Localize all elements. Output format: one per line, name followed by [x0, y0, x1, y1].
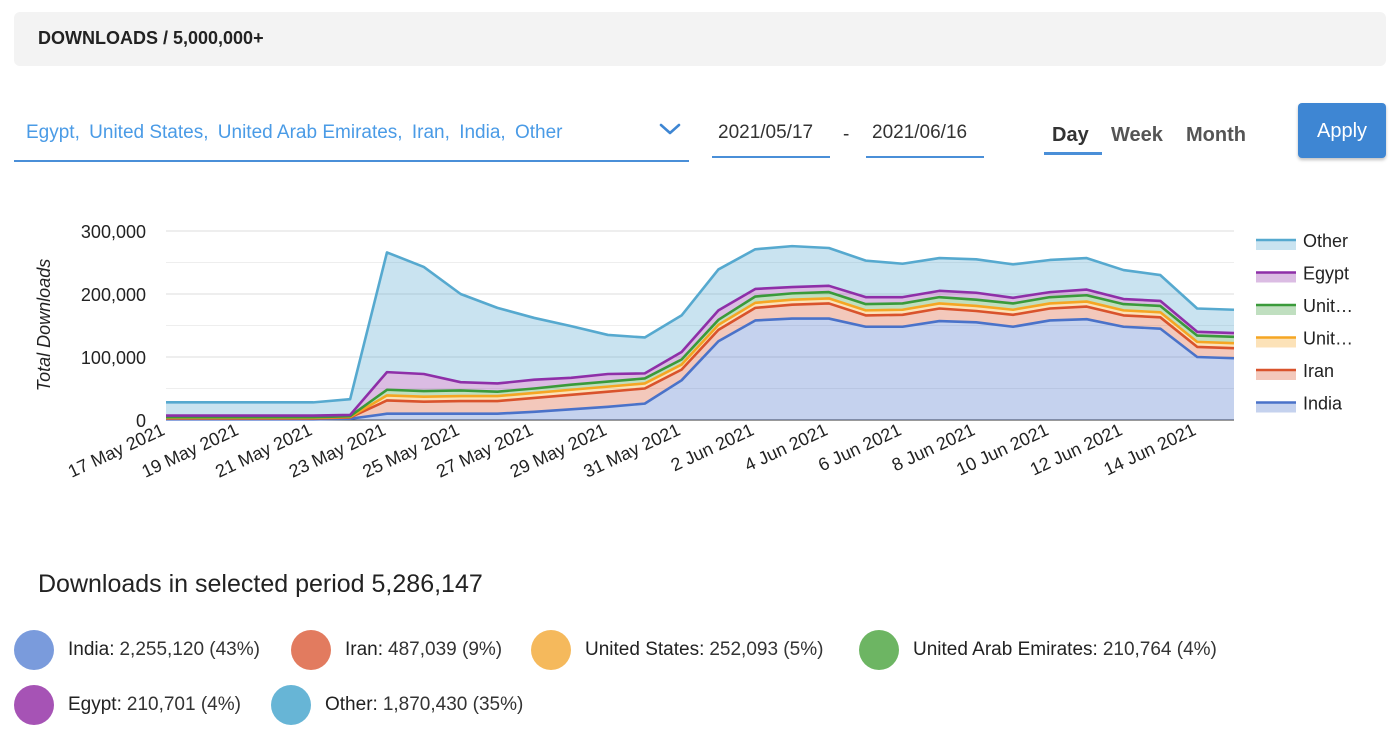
header-bar: DOWNLOADS / 5,000,000+	[14, 12, 1386, 66]
y-tick-label: 300,000	[81, 222, 146, 242]
legend-label[interactable]: Unit…	[1303, 329, 1353, 349]
y-tick-label: 200,000	[81, 285, 146, 305]
country-chip: Iran,	[411, 122, 450, 143]
page-title: DOWNLOADS / 5,000,000+	[38, 28, 264, 48]
end-date-value: 2021/06/16	[872, 122, 968, 143]
x-tick-label: 4 Jun 2021	[741, 419, 830, 475]
stat-value: 2,255,120 (43%)	[119, 639, 260, 660]
end-date-field[interactable]: 2021/06/16	[866, 106, 984, 158]
stat-egypt: Egypt: 210,701 (4%)	[14, 685, 241, 725]
area-india	[166, 318, 1234, 420]
line-egypt	[166, 284, 1235, 417]
stat-india: India: 2,255,120 (43%)	[14, 630, 260, 670]
line-united-arab-emirates	[166, 290, 1235, 419]
united-arab-emirates-dot	[859, 630, 899, 670]
stat-iran: Iran: 487,039 (9%)	[291, 630, 502, 670]
stat-country: Egypt:	[68, 694, 122, 715]
apply-button[interactable]: Apply	[1298, 103, 1386, 158]
legend-swatch	[1256, 337, 1296, 348]
period-tab-week[interactable]: Week	[1111, 124, 1163, 146]
stat-united-arab-emirates: United Arab Emirates: 210,764 (4%)	[859, 630, 1217, 670]
date-separator: -	[843, 124, 850, 145]
y-axis-label: Total Downloads	[34, 259, 54, 391]
legend-label[interactable]: Egypt	[1303, 264, 1349, 284]
egypt-dot	[14, 685, 54, 725]
legend-label[interactable]: India	[1303, 394, 1343, 414]
country-filter-dropdown[interactable]: Egypt, United States, United Arab Emirat…	[14, 106, 689, 162]
x-tick-label: 6 Jun 2021	[815, 419, 904, 475]
country-chip: Egypt,	[26, 122, 80, 143]
legend-label[interactable]: Other	[1303, 231, 1348, 251]
stat-country: United Arab Emirates:	[913, 639, 1098, 660]
legend-label[interactable]: Unit…	[1303, 296, 1353, 316]
legend-label[interactable]: Iran	[1303, 361, 1334, 381]
area-egypt	[166, 285, 1234, 418]
stat-value: 1,870,430 (35%)	[382, 694, 524, 715]
stat-value: 252,093 (5%)	[709, 639, 824, 660]
legend-swatch	[1256, 402, 1296, 413]
legend-swatch	[1256, 240, 1296, 250]
stat-value: 487,039 (9%)	[388, 639, 503, 660]
stat-country: India:	[68, 639, 115, 660]
line-other	[166, 244, 1235, 404]
legend-swatch	[1256, 305, 1296, 315]
stat-value: 210,701 (4%)	[126, 694, 241, 715]
stat-value: 210,764 (4%)	[1102, 639, 1217, 660]
period-tab-month[interactable]: Month	[1186, 124, 1246, 146]
stat-united-states: United States: 252,093 (5%)	[531, 630, 823, 670]
start-date-value: 2021/05/17	[718, 122, 814, 143]
period-total-summary: Downloads in selected period 5,286,147	[38, 570, 483, 598]
y-tick-label: 100,000	[81, 348, 146, 368]
country-chip: United States,	[89, 122, 209, 143]
y-tick-label: 0	[136, 411, 146, 431]
stat-other: Other: 1,870,430 (35%)	[271, 685, 523, 725]
india-dot	[14, 630, 54, 670]
country-chip: United Arab Emirates,	[217, 122, 403, 143]
united-states-dot	[531, 630, 571, 670]
stat-country: Iran:	[345, 639, 384, 660]
legend-swatch	[1256, 272, 1296, 283]
start-date-field[interactable]: 2021/05/17	[712, 106, 830, 158]
country-filter-values: Egypt, United States, United Arab Emirat…	[26, 122, 566, 144]
stat-country: United States:	[585, 639, 705, 660]
chevron-down-icon[interactable]	[657, 116, 683, 142]
country-chip: India,	[459, 122, 506, 143]
x-tick-label: 2 Jun 2021	[668, 419, 757, 475]
period-active-indicator	[1044, 152, 1102, 155]
legend-swatch	[1256, 370, 1296, 380]
other-dot	[271, 685, 311, 725]
stat-country: Other:	[325, 694, 378, 715]
country-chip: Other	[514, 122, 563, 143]
iran-dot	[291, 630, 331, 670]
period-tab-day[interactable]: Day	[1052, 124, 1089, 146]
